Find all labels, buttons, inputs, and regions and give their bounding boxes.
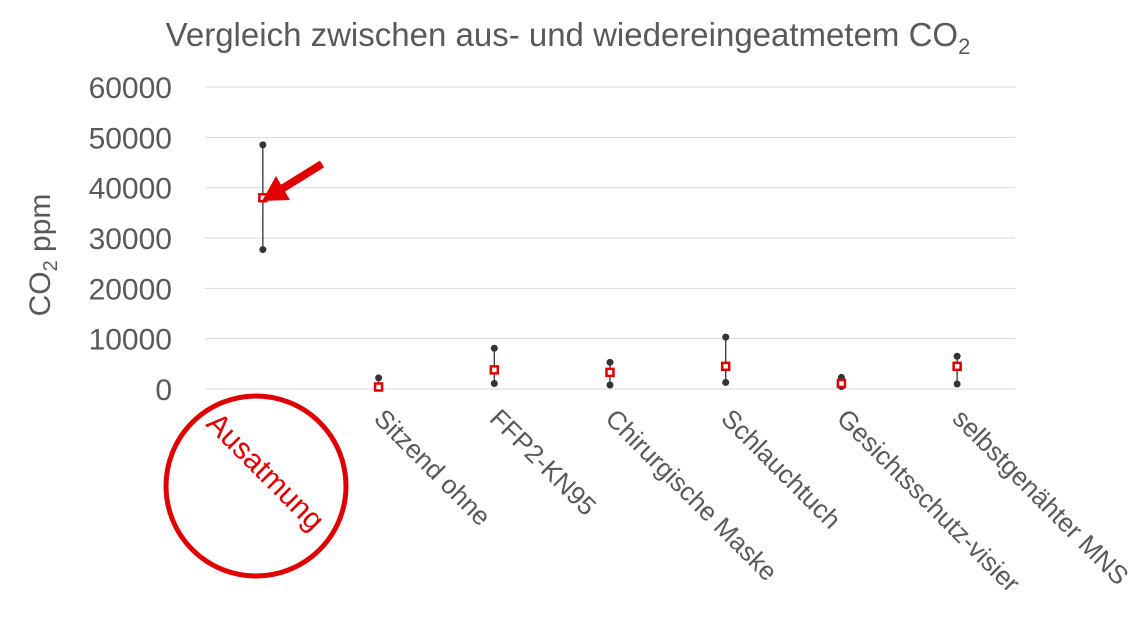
x-tick-label: Sitzend ohne — [368, 403, 497, 532]
max-point — [375, 374, 383, 382]
x-tick-label: Ausatmung — [200, 407, 331, 538]
x-tick-label: FFP2-KN95 — [484, 403, 602, 521]
min-point — [606, 381, 614, 389]
gridlines — [205, 86, 1015, 390]
y-tick-labels: 0 10000 20000 30000 40000 50000 60000 — [89, 72, 172, 407]
y-axis-label: CO2 ppm — [24, 194, 62, 317]
mean-point — [489, 365, 500, 375]
mean-point — [720, 361, 731, 372]
mean-point — [605, 367, 615, 378]
y-tick-label: 40000 — [89, 173, 172, 206]
max-point — [953, 352, 961, 360]
max-point — [490, 344, 498, 352]
max-point — [606, 358, 614, 366]
y-tick-label: 30000 — [89, 223, 172, 256]
max-point — [722, 333, 730, 341]
arrow-annotation — [262, 160, 325, 201]
min-point — [259, 246, 267, 254]
y-tick-label: 50000 — [89, 122, 172, 155]
y-tick-label: 60000 — [89, 72, 172, 105]
min-point — [490, 379, 498, 387]
x-tick-label: Schlauchtuch — [715, 403, 847, 535]
y-tick-label: 10000 — [89, 324, 172, 357]
data-marks — [258, 141, 962, 392]
max-point — [259, 141, 267, 149]
mean-point — [952, 361, 962, 372]
min-point — [722, 378, 730, 386]
x-tick-labels: Ausatmung Sitzend ohneFFP2-KN95Chirurgisc… — [200, 403, 1135, 598]
mean-point — [836, 378, 847, 389]
y-tick-label: 20000 — [89, 273, 172, 306]
highlight-circle — [163, 393, 349, 579]
min-point — [953, 380, 961, 388]
chart-title: Vergleich zwischen aus- und wiedereingea… — [166, 16, 971, 59]
y-tick-label: 0 — [155, 374, 172, 407]
mean-point — [373, 382, 384, 392]
